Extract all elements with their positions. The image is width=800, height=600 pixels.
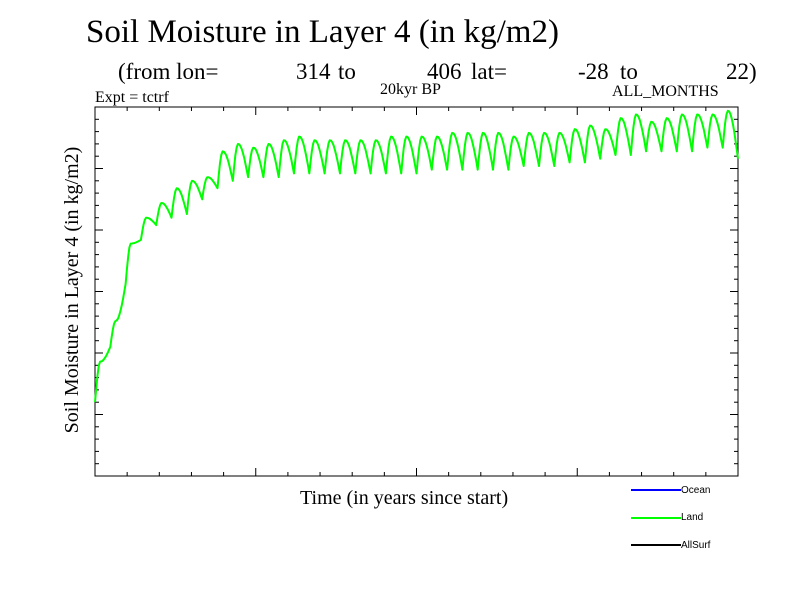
plot-frame xyxy=(94,106,739,477)
lat-start: -28 xyxy=(578,59,609,84)
series-line-land xyxy=(94,109,739,403)
lon-end: 406 xyxy=(427,59,462,84)
legend-line-ocean xyxy=(631,489,681,491)
axis-ticks xyxy=(94,106,739,477)
experiment-label: Expt = tctrf xyxy=(95,89,169,106)
legend-label-allsurf: AllSurf xyxy=(681,540,711,551)
lat-end: 22) xyxy=(726,59,757,84)
lon-start: 314 xyxy=(296,59,331,84)
legend-label-ocean: Ocean xyxy=(681,485,711,496)
x-axis-label: Time (in years since start) xyxy=(300,487,509,509)
from-lon-label: (from lon= xyxy=(118,59,219,84)
period-label: 20kyr BP xyxy=(380,81,441,98)
legend-line-allsurf xyxy=(631,544,681,546)
legend-line-land xyxy=(631,517,681,519)
chart-title: Soil Moisture in Layer 4 (in kg/m2) xyxy=(86,14,559,50)
y-axis-label: Soil Moisture in Layer 4 (in kg/m2) xyxy=(61,146,83,434)
lat-label: lat= xyxy=(471,59,507,84)
to-label-lat: to xyxy=(620,59,638,84)
legend-label-land: Land xyxy=(681,512,704,523)
months-label: ALL_MONTHS xyxy=(612,83,719,100)
to-label-lon: to xyxy=(338,59,356,84)
